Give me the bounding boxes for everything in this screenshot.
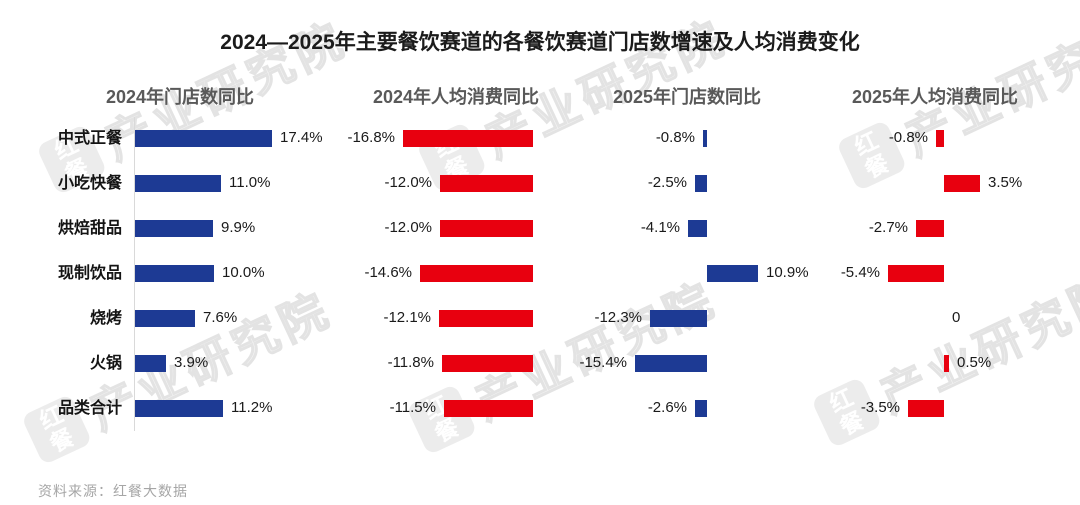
bar (695, 400, 707, 417)
bar (695, 175, 707, 192)
value-label: 0.5% (957, 354, 992, 371)
value-label: 10.9% (766, 264, 809, 281)
value-label: -12.1% (383, 309, 431, 326)
bar (403, 130, 533, 147)
value-label: -3.5% (860, 399, 900, 416)
category-label: 烘焙甜品 (57, 220, 122, 237)
bar (888, 265, 944, 282)
bar (916, 220, 944, 237)
bar (944, 355, 949, 372)
category-label: 火锅 (89, 355, 122, 372)
value-label: 17.4% (280, 129, 323, 146)
value-label: -4.1% (640, 219, 680, 236)
value-label: 7.6% (203, 309, 238, 326)
value-label: -12.0% (384, 174, 432, 191)
bar (135, 130, 272, 147)
source-note: 资料来源：红餐大数据 (38, 483, 188, 499)
bar (135, 175, 221, 192)
bar (908, 400, 944, 417)
bar (440, 220, 533, 237)
value-label: -14.6% (364, 264, 412, 281)
bar (944, 175, 980, 192)
value-label: -15.4% (579, 354, 627, 371)
bar (439, 310, 533, 327)
category-label: 小吃快餐 (57, 175, 122, 192)
value-label: -2.5% (647, 174, 687, 191)
bar (420, 265, 533, 282)
bar (442, 355, 533, 372)
series-header: 2025年门店数同比 (612, 87, 762, 107)
value-label: -5.4% (840, 264, 880, 281)
series-header: 2025年人均消费同比 (851, 87, 1019, 107)
category-label: 现制饮品 (57, 265, 122, 282)
chart-title: 2024—2025年主要餐饮赛道的各餐饮赛道门店数增速及人均消费变化 (220, 31, 860, 54)
category-label: 烧烤 (89, 310, 122, 327)
value-label: -2.6% (647, 399, 687, 416)
bar (650, 310, 707, 327)
series-header: 2024年人均消费同比 (372, 87, 540, 107)
value-label: 11.2% (231, 399, 273, 416)
bar (135, 220, 213, 237)
bar (440, 175, 533, 192)
bar (936, 130, 944, 147)
y-axis-line (134, 117, 135, 431)
value-label: -16.8% (347, 129, 395, 146)
value-label: -11.8% (387, 354, 434, 371)
category-label: 品类合计 (57, 400, 122, 417)
bar (444, 400, 533, 417)
bar (688, 220, 707, 237)
bar (703, 130, 707, 147)
value-label: -12.3% (594, 309, 642, 326)
bar (707, 265, 758, 282)
bar (135, 355, 166, 372)
value-label: 3.9% (174, 354, 209, 371)
value-label: 9.9% (221, 219, 256, 236)
value-label: -0.8% (655, 129, 695, 146)
value-label: 3.5% (988, 174, 1023, 191)
bar (135, 400, 223, 417)
value-label: -0.8% (888, 129, 928, 146)
value-label: -12.0% (384, 219, 432, 236)
category-label: 中式正餐 (57, 130, 122, 147)
value-label: 11.0% (229, 174, 271, 191)
value-label: -2.7% (868, 219, 908, 236)
bar (135, 265, 214, 282)
value-label: -11.5% (389, 399, 436, 416)
value-label: 0 (952, 309, 961, 326)
value-label: 10.0% (222, 264, 265, 281)
bar (635, 355, 707, 372)
series-header: 2024年门店数同比 (105, 87, 255, 107)
bar (135, 310, 195, 327)
